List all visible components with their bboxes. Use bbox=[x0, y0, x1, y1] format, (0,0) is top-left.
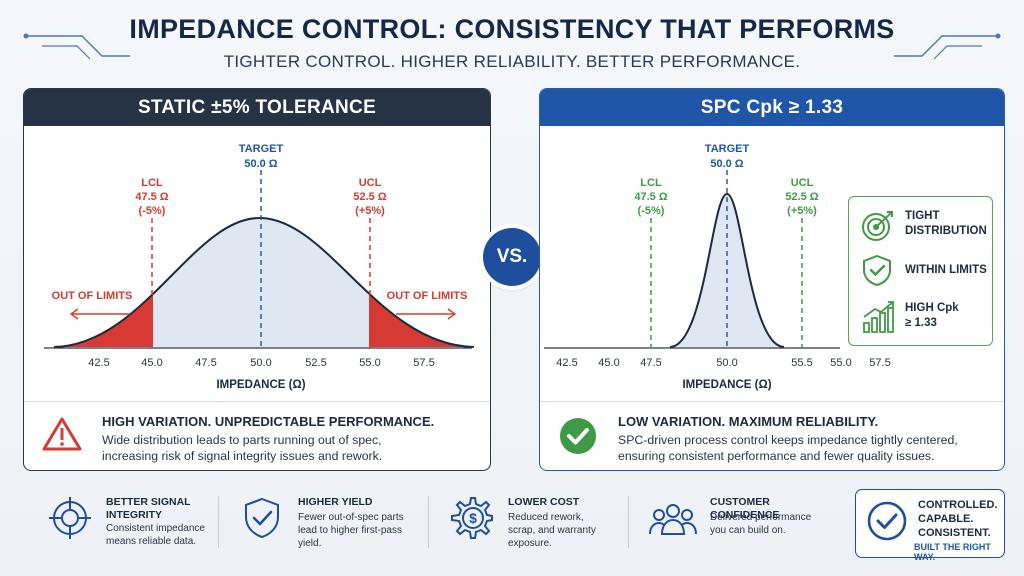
badge-line: CAPABLE. bbox=[918, 513, 974, 525]
target-value: 50.0 Ω bbox=[710, 158, 743, 170]
capability-legend: TIGHT DISTRIBUTION WITHIN LIMITS HIGH Cp… bbox=[848, 196, 993, 346]
wide-distribution-chart: TARGET 50.0 Ω LCL 47.5 Ω (-5%) UCL 52.5 … bbox=[44, 143, 475, 391]
benefit-heading: HIGHER YIELD bbox=[298, 496, 373, 508]
note-body-line: SPC-driven process control keeps impedan… bbox=[618, 433, 958, 447]
benefit-lower-cost: $ LOWER COST Reduced rework, scrap, and … bbox=[450, 492, 630, 562]
divider bbox=[428, 496, 429, 548]
tick-label: 55.5 bbox=[791, 357, 812, 369]
badge-tagline: BUILT THE RIGHT WAY. bbox=[914, 542, 991, 562]
tick-label: 45.0 bbox=[141, 357, 162, 369]
ucl-percent: (+5%) bbox=[787, 205, 817, 217]
tick-label: 42.5 bbox=[556, 357, 577, 369]
note-body-line: ensuring consistent performance and fewe… bbox=[618, 449, 935, 463]
tick-label: 50.0 bbox=[716, 357, 737, 369]
legend-label: WITHIN LIMITS bbox=[905, 264, 987, 276]
high-variation-note: HIGH VARIATION. UNPREDICTABLE PERFORMANC… bbox=[24, 401, 490, 470]
circuit-decoration-right bbox=[894, 33, 1001, 60]
benefit-body: Delivered performance you can build on. bbox=[710, 512, 812, 536]
controlled-badge: CONTROLLED. CAPABLE. CONSISTENT. BUILT T… bbox=[855, 489, 1005, 562]
x-axis-label: IMPEDANCE (Ω) bbox=[682, 379, 771, 391]
lcl-value: 47.5 Ω bbox=[135, 191, 168, 203]
vs-badge: VS. bbox=[483, 228, 541, 286]
ucl-value: 52.5 Ω bbox=[353, 191, 386, 203]
users-group-icon bbox=[649, 504, 697, 535]
tick-label: 50.0 bbox=[250, 357, 271, 369]
tick-label: 52.5 bbox=[305, 357, 326, 369]
shield-check-icon bbox=[245, 497, 279, 539]
lcl-value: 47.5 Ω bbox=[634, 191, 667, 203]
svg-text:$: $ bbox=[469, 510, 477, 526]
benefit-heading: BETTER SIGNAL INTEGRITY bbox=[106, 496, 191, 521]
page-title: IMPEDANCE CONTROL: CONSISTENCY THAT PERF… bbox=[129, 14, 895, 44]
shield-check-icon bbox=[863, 254, 891, 287]
tick-labels-left: 42.5 45.0 47.5 50.0 52.5 55.0 57.5 bbox=[88, 357, 434, 369]
crosshair-icon bbox=[49, 497, 91, 539]
ucl-label: UCL bbox=[791, 177, 814, 189]
ucl-label: UCL bbox=[359, 177, 382, 189]
tick-label: 57.5 bbox=[413, 357, 434, 369]
benefit-higher-yield: HIGHER YIELD Fewer out-of-spec parts lea… bbox=[240, 492, 420, 562]
ucl-value: 52.5 Ω bbox=[785, 191, 818, 203]
tick-label: 45.0 bbox=[598, 357, 619, 369]
target-icon bbox=[862, 211, 893, 241]
ucl-percent: (+5%) bbox=[355, 205, 385, 217]
benefits-row: BETTER SIGNAL INTEGRITY Consistent imped… bbox=[0, 484, 1024, 576]
page-subtitle: TIGHTER CONTROL. HIGHER RELIABILITY. BET… bbox=[223, 52, 801, 71]
static-tolerance-title: STATIC ±5% TOLERANCE bbox=[24, 89, 490, 126]
legend-high-cpk: HIGH Cpk ≥ 1.33 bbox=[861, 299, 991, 339]
lcl-percent: (-5%) bbox=[638, 205, 665, 217]
benefit-body: Fewer out-of-spec parts lead to higher f… bbox=[298, 512, 404, 549]
static-tolerance-panel: STATIC ±5% TOLERANCE TARGET 50.0 Ω LCL 4… bbox=[23, 88, 491, 471]
lcl-label: LCL bbox=[141, 177, 163, 189]
out-of-limits-right: OUT OF LIMITS bbox=[387, 290, 468, 302]
badge-line: CONTROLLED. bbox=[918, 499, 998, 511]
benefit-signal-integrity: BETTER SIGNAL INTEGRITY Consistent imped… bbox=[48, 492, 228, 562]
benefit-body: Reduced rework, scrap, and warranty expo… bbox=[508, 512, 596, 549]
divider bbox=[218, 496, 219, 548]
legend-label: HIGH Cpk ≥ 1.33 bbox=[905, 302, 959, 329]
tick-label: 47.5 bbox=[195, 357, 216, 369]
note-heading: HIGH VARIATION. UNPREDICTABLE PERFORMANC… bbox=[102, 414, 435, 429]
benefit-body: Consistent impedance means reliable data… bbox=[106, 523, 205, 547]
tick-label: 55.0 bbox=[830, 357, 851, 369]
note-body-line: Wide distribution leads to parts running… bbox=[102, 433, 382, 447]
out-of-limits-left: OUT OF LIMITS bbox=[52, 290, 133, 302]
arrow-left-icon bbox=[69, 308, 130, 320]
badge-line: CONSISTENT. bbox=[918, 527, 991, 539]
benefit-heading: LOWER COST bbox=[508, 496, 580, 508]
lcl-label: LCL bbox=[640, 177, 662, 189]
left-tail-out-of-limits bbox=[54, 293, 153, 347]
legend-tight-distribution: TIGHT DISTRIBUTION bbox=[861, 209, 991, 249]
legend-within-limits: WITHIN LIMITS bbox=[861, 253, 991, 293]
tick-label: 55.0 bbox=[359, 357, 380, 369]
legend-label: TIGHT DISTRIBUTION bbox=[905, 210, 987, 237]
divider bbox=[628, 496, 629, 548]
gear-dollar-icon: $ bbox=[451, 497, 493, 539]
target-label: TARGET bbox=[705, 143, 750, 155]
circuit-decoration-left bbox=[23, 33, 130, 60]
tick-label: 42.5 bbox=[88, 357, 109, 369]
x-axis-label: IMPEDANCE (Ω) bbox=[216, 379, 305, 391]
tight-curve-line bbox=[669, 192, 785, 348]
note-body-line: increasing risk of signal integrity issu… bbox=[102, 449, 383, 463]
bar-growth-icon bbox=[863, 301, 894, 333]
tick-label: 47.5 bbox=[640, 357, 661, 369]
target-label: TARGET bbox=[239, 143, 284, 155]
spc-title: SPC Cpk ≥ 1.33 bbox=[540, 89, 1004, 126]
low-variation-note: LOW VARIATION. MAXIMUM RELIABILITY. SPC-… bbox=[540, 401, 1004, 470]
tick-label: 57.5 bbox=[869, 357, 890, 369]
note-heading: LOW VARIATION. MAXIMUM RELIABILITY. bbox=[618, 414, 879, 429]
benefit-customer-confidence: CUSTOMER CONFIDENCE Delivered performanc… bbox=[648, 492, 838, 562]
tick-labels-right: 42.5 45.0 47.5 50.0 55.5 55.0 57.5 bbox=[556, 357, 890, 369]
check-circle-icon bbox=[867, 501, 907, 541]
target-value: 50.0 Ω bbox=[244, 158, 277, 170]
tight-distribution-chart: TARGET 50.0 Ω LCL 47.5 Ω (-5%) UCL 52.5 … bbox=[544, 143, 891, 391]
benefit-heading: CUSTOMER CONFIDENCE bbox=[710, 496, 780, 521]
check-circle-icon bbox=[560, 418, 596, 454]
right-tail-out-of-limits bbox=[369, 293, 474, 347]
lcl-percent: (-5%) bbox=[139, 205, 166, 217]
warning-icon bbox=[42, 417, 82, 451]
arrow-right-icon bbox=[396, 308, 457, 320]
